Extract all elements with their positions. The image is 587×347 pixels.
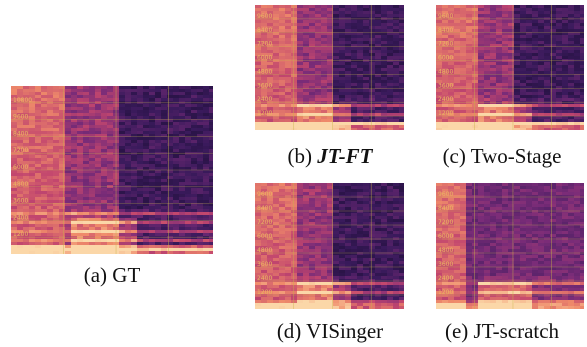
caption-tag: (b): [287, 144, 318, 168]
caption-jt-ft: (b) JT-FT: [250, 146, 410, 167]
frequency-tick-label: 7200: [13, 147, 28, 154]
caption-tag: (c): [442, 144, 471, 168]
frequency-tick-label: 8400: [257, 205, 272, 212]
spectrogram-gt: 10800 9600 8400 7200 6000 4800 3600 2400 1200: [11, 86, 213, 254]
frequency-tick-label: 9600: [257, 191, 272, 198]
caption-jt-scratch: (e) JT-scratch: [418, 321, 586, 342]
frequency-tick-label: 4800: [257, 68, 272, 75]
caption-name: JT-FT: [317, 144, 373, 168]
caption-gt: (a) GT: [60, 265, 164, 286]
frequency-tick-label: 6000: [438, 55, 453, 62]
frequency-tick-label: 6000: [13, 164, 28, 171]
spectrogram-jt-scratch: 9600 8400 7200 6000 4800 3600 2400 1200: [436, 183, 584, 309]
spectrogram-two-stage: 9600 8400 7200 6000 4800 3600 2400 1200: [436, 5, 584, 130]
spectrogram-texture: [436, 5, 584, 130]
frequency-tick-label: 8400: [438, 27, 453, 34]
frequency-tick-label: 7200: [438, 41, 453, 48]
caption-name: JT-scratch: [473, 319, 560, 343]
frequency-tick-label: 8400: [13, 130, 28, 137]
frequency-tick-label: 1200: [13, 231, 28, 238]
frequency-tick-label: 2400: [13, 214, 28, 221]
frequency-tick-label: 7200: [257, 41, 272, 48]
frequency-tick-label: 6000: [438, 233, 453, 240]
caption-visinger: (d) VISinger: [250, 321, 410, 342]
frequency-tick-label: 10800: [13, 97, 32, 104]
frequency-tick-label: 1200: [438, 289, 453, 296]
caption-tag: (d): [276, 319, 307, 343]
spectrogram-visinger: 9600 8400 7200 6000 4800 3600 2400 1200: [255, 183, 404, 309]
frequency-tick-label: 1200: [257, 110, 272, 117]
frequency-tick-label: 7200: [257, 219, 272, 226]
frequency-tick-label: 2400: [438, 96, 453, 103]
frequency-tick-label: 4800: [13, 181, 28, 188]
spectrogram-texture: [436, 183, 584, 309]
frequency-tick-label: 6000: [257, 233, 272, 240]
frequency-tick-label: 3600: [257, 82, 272, 89]
frequency-tick-label: 3600: [438, 261, 453, 268]
frequency-tick-label: 3600: [438, 82, 453, 89]
frequency-tick-label: 9600: [438, 13, 453, 20]
spectrogram-texture: [255, 183, 404, 309]
spectrogram-texture: [255, 5, 404, 130]
frequency-tick-label: 7200: [438, 219, 453, 226]
caption-tag: (e): [444, 319, 474, 343]
frequency-tick-label: 9600: [438, 191, 453, 198]
caption-tag: (a): [83, 263, 113, 287]
frequency-tick-label: 4800: [438, 68, 453, 75]
frequency-tick-label: 1200: [438, 110, 453, 117]
frequency-tick-label: 1200: [257, 289, 272, 296]
spectrogram-jt-ft: 9600 8400 7200 6000 4800 3600 2400 1200: [255, 5, 404, 130]
frequency-tick-label: 2400: [257, 275, 272, 282]
frequency-tick-label: 4800: [257, 247, 272, 254]
caption-name: GT: [112, 263, 141, 287]
frequency-tick-label: 9600: [257, 13, 272, 20]
frequency-tick-label: 4800: [438, 247, 453, 254]
frequency-tick-label: 2400: [438, 275, 453, 282]
frequency-tick-label: 8400: [257, 27, 272, 34]
frequency-tick-label: 3600: [13, 198, 28, 205]
caption-name: Two-Stage: [470, 144, 562, 168]
caption-two-stage: (c) Two-Stage: [418, 146, 586, 167]
frequency-tick-label: 2400: [257, 96, 272, 103]
frequency-tick-label: 9600: [13, 114, 28, 121]
caption-name: VISinger: [306, 319, 384, 343]
frequency-tick-label: 8400: [438, 205, 453, 212]
frequency-tick-label: 6000: [257, 55, 272, 62]
frequency-tick-label: 3600: [257, 261, 272, 268]
